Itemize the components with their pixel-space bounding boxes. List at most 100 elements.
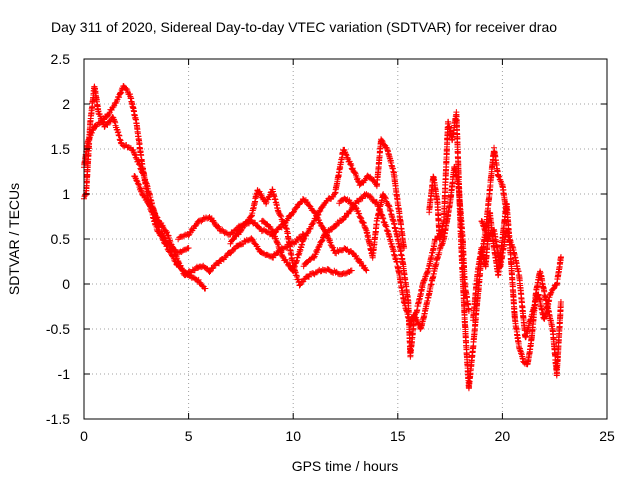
- data-point: [385, 202, 392, 209]
- data-point: [327, 239, 334, 246]
- data-point: [344, 154, 351, 161]
- data-point: [117, 90, 124, 97]
- data-point: [118, 89, 125, 96]
- data-point: [153, 213, 160, 220]
- data-point: [278, 224, 285, 231]
- data-point: [305, 273, 312, 280]
- data-point: [175, 259, 182, 266]
- data-point: [106, 110, 113, 117]
- data-point: [343, 151, 350, 158]
- y-axis-label: SDTVAR / TECUs: [6, 183, 22, 295]
- y-tick-label: 1: [62, 186, 70, 202]
- x-tick-label: 0: [80, 428, 88, 444]
- data-point: [131, 151, 138, 158]
- data-point: [362, 266, 369, 273]
- data-point: [135, 181, 142, 188]
- y-tick-label: 0: [62, 276, 70, 292]
- y-tick-label: -1.5: [46, 411, 70, 427]
- data-point: [164, 229, 171, 236]
- x-tick-label: 5: [185, 428, 193, 444]
- data-point: [315, 244, 322, 251]
- x-tick-label: 20: [495, 428, 511, 444]
- data-point: [249, 236, 256, 243]
- data-point: [357, 214, 364, 221]
- data-point: [305, 202, 312, 209]
- data-point: [279, 253, 286, 260]
- data-point: [278, 213, 285, 220]
- data-point: [326, 237, 333, 244]
- data-point: [314, 212, 321, 219]
- data-point: [359, 195, 366, 202]
- data-point: [311, 254, 318, 261]
- data-point: [367, 193, 374, 200]
- data-point: [339, 216, 346, 223]
- data-point: [342, 214, 349, 221]
- data-point: [202, 285, 209, 292]
- y-tick-label: -0.5: [46, 321, 70, 337]
- data-point: [316, 243, 323, 250]
- data-point: [136, 160, 143, 167]
- data-point: [179, 267, 186, 274]
- x-tick-label: 25: [599, 428, 615, 444]
- data-point: [283, 225, 290, 232]
- data-point: [352, 204, 359, 211]
- chart-title: Day 311 of 2020, Sidereal Day-to-day VTE…: [51, 19, 557, 35]
- data-point: [352, 252, 359, 259]
- data-point: [309, 221, 316, 228]
- data-point: [362, 225, 369, 232]
- data-point: [319, 237, 326, 244]
- data-point: [282, 222, 289, 229]
- data-point: [185, 245, 192, 251]
- data-point: [136, 162, 143, 169]
- data-point: [287, 263, 294, 270]
- data-point: [320, 233, 327, 240]
- y-tick-label: -1: [58, 366, 71, 382]
- data-point: [378, 137, 385, 144]
- x-tick-label: 15: [390, 428, 406, 444]
- data-point: [317, 207, 324, 214]
- data-point: [222, 253, 229, 260]
- data-point: [293, 204, 300, 211]
- data-point: [363, 267, 370, 274]
- data-point: [360, 219, 367, 226]
- data-point: [123, 85, 130, 92]
- data-point: [318, 237, 325, 244]
- y-tick-label: 0.5: [51, 231, 71, 247]
- data-point: [290, 209, 297, 216]
- y-tick-label: 2: [62, 96, 70, 112]
- data-point: [382, 195, 389, 202]
- data-point: [283, 244, 290, 251]
- data-point: [124, 87, 131, 94]
- data-point: [358, 215, 365, 222]
- data-point: [382, 194, 389, 201]
- data-point: [193, 222, 200, 229]
- data-point: [314, 246, 321, 253]
- data-point: [216, 260, 223, 267]
- data-point: [237, 227, 244, 234]
- data-point: [227, 250, 234, 257]
- data-point: [357, 258, 364, 265]
- x-axis-label: GPS time / hours: [292, 458, 399, 474]
- data-point: [356, 210, 363, 217]
- data-point: [245, 217, 252, 224]
- data-point: [154, 214, 161, 221]
- data-point: [360, 219, 367, 226]
- data-point: [98, 115, 105, 122]
- data-point: [133, 154, 140, 161]
- data-point: [105, 111, 112, 118]
- data-point: [179, 268, 186, 275]
- data-point: [206, 268, 213, 275]
- data-point: [135, 161, 142, 168]
- data-point: [132, 173, 139, 180]
- data-point: [349, 165, 356, 172]
- data-point: [351, 168, 358, 175]
- y-tick-label: 2.5: [51, 51, 71, 67]
- data-point: [142, 193, 149, 200]
- data-points: [81, 83, 564, 392]
- data-point: [230, 236, 237, 243]
- data-point: [292, 205, 299, 212]
- data-point: [296, 282, 303, 289]
- data-point: [383, 144, 390, 151]
- data-point: [136, 184, 143, 191]
